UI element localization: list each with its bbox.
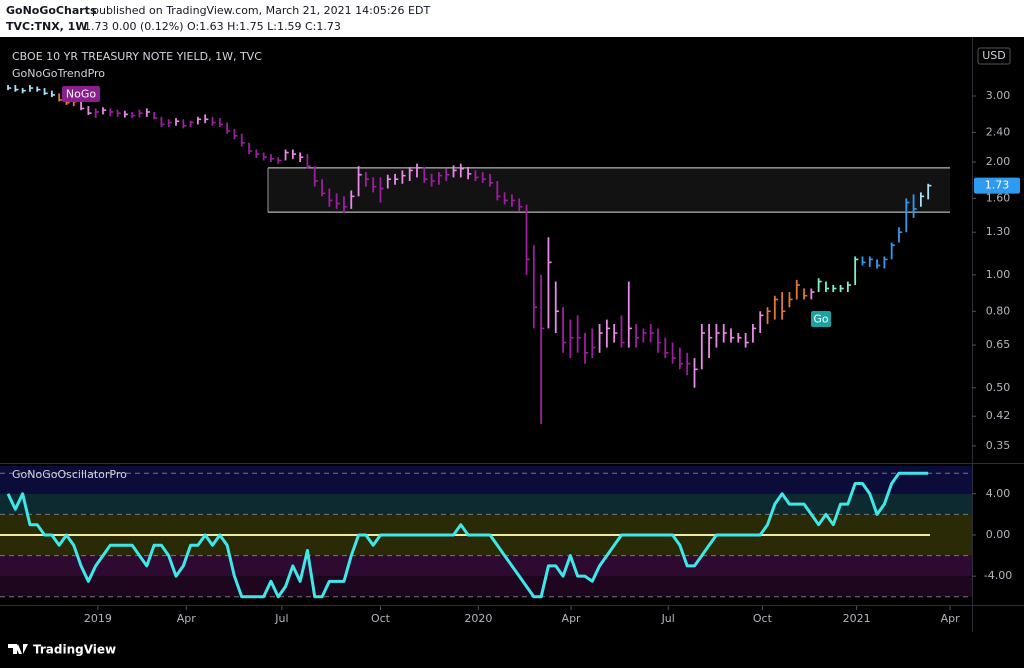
last-price-bg (974, 177, 1020, 194)
y-tick-label: 1.00 (986, 268, 1011, 281)
y-tick-label: -4.00 (984, 569, 1012, 582)
currency: USD (982, 49, 1006, 62)
y-tick-label: 0.35 (986, 439, 1011, 452)
price-pane: 3.00 2.40 2.00 1.60 1.30 1.00 0.80 0.65 0.50 0.42… (7, 84, 1020, 452)
brand: TradingView (33, 643, 116, 657)
trend-label: Go (813, 313, 829, 326)
published: published on TradingView.com, March 21, … (92, 4, 430, 17)
y-tick-label: 4.00 (986, 487, 1011, 500)
y-tick-label: 1.60 (986, 191, 1011, 204)
currency-box (977, 47, 1011, 65)
range-box (268, 167, 950, 213)
band (0, 576, 972, 597)
y-tick-label: 2.40 (986, 125, 1011, 138)
x-tick-label: Apr (941, 612, 961, 625)
y-tick-label: 0.00 (986, 528, 1011, 541)
oscillator-pane: 4.00 0.00 -4.00 2019 Apr Jul Oct 2020 Apr Jul Oct 2… (0, 466, 1012, 625)
header-bar (0, 0, 1024, 37)
x-tick-label: 2019 (84, 612, 112, 625)
quote: 1.73 0.00 (0.12%) O:1.63 H:1.75 L:1.59 C… (84, 20, 341, 33)
trend-label-bg (62, 86, 100, 102)
brand-logo (8, 644, 28, 654)
oscillator-line (6, 471, 929, 599)
y-tick-label: 0.50 (986, 381, 1011, 394)
chart-subtitle: GoNoGoTrendPro (12, 67, 105, 80)
y-tick-label: 0.80 (986, 304, 1011, 317)
x-tick-label: 2021 (843, 612, 871, 625)
band (0, 493, 972, 515)
x-tick-label: 2020 (464, 612, 492, 625)
y-tick-label: 0.65 (986, 338, 1011, 351)
footer-bar (0, 632, 1024, 668)
x-tick-label: Apr (177, 612, 197, 625)
trend-label-bg (811, 311, 831, 327)
band (0, 555, 972, 577)
x-tick-label: Jul (661, 612, 675, 625)
x-tick-label: Oct (753, 612, 773, 625)
x-tick-label: Apr (562, 612, 582, 625)
y-tick-label: 2.00 (986, 155, 1011, 168)
last-price: 1.73 (985, 179, 1010, 192)
oscillator-title: GoNoGoOscillatorPro (12, 468, 127, 481)
y-tick-label: 1.30 (986, 225, 1011, 238)
author: GoNoGoCharts (6, 4, 97, 17)
x-tick-label: Oct (371, 612, 391, 625)
y-tick-label: 3.00 (986, 89, 1011, 102)
y-tick-label: 0.42 (986, 409, 1011, 422)
band (0, 466, 972, 494)
trend-label: NoGo (66, 88, 96, 101)
chart-title: CBOE 10 YR TREASURY NOTE YIELD, 1W, TVC (12, 50, 262, 63)
symbol: TVC:TNX, 1W (6, 20, 87, 33)
x-tick-label: Jul (274, 612, 288, 625)
